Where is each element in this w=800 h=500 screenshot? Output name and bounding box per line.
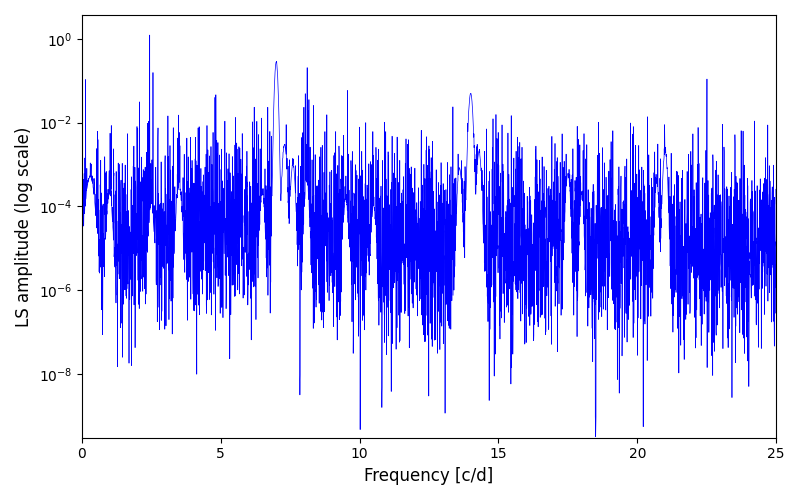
Y-axis label: LS amplitude (log scale): LS amplitude (log scale) (15, 126, 33, 326)
X-axis label: Frequency [c/d]: Frequency [c/d] (364, 467, 494, 485)
